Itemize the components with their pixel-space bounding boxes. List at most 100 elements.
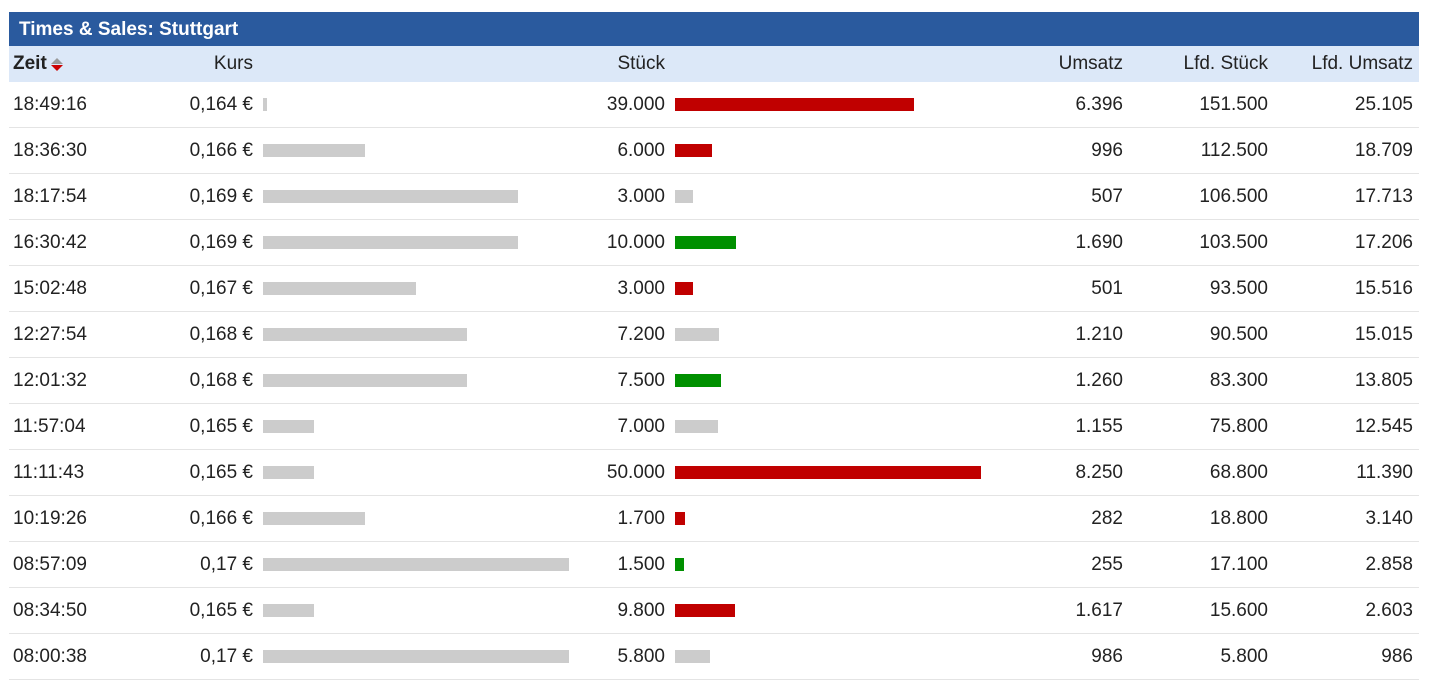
kurs-bar — [263, 98, 267, 111]
kurs-bar — [263, 420, 314, 433]
cell-umsatz: 501 — [1091, 277, 1123, 299]
cell-lfd-umsatz: 3.140 — [1365, 507, 1413, 529]
column-header-kurs[interactable]: Kurs — [213, 53, 253, 74]
cell-kurs: 0,17 € — [200, 553, 253, 575]
cell-umsatz: 996 — [1091, 139, 1123, 161]
stueck-bar — [675, 558, 684, 571]
cell-stueck: 7.500 — [617, 369, 665, 391]
table-row: 08:00:38 0,17 € 5.800 986 5.800 986 — [9, 634, 1419, 680]
kurs-bar — [263, 558, 569, 571]
cell-lfd-umsatz: 17.713 — [1354, 185, 1413, 207]
stueck-bar — [675, 190, 693, 203]
stueck-bar — [675, 420, 718, 433]
table-row: 18:17:54 0,169 € 3.000 507 106.500 17.713 — [9, 174, 1419, 220]
cell-stueck: 9.800 — [617, 599, 665, 621]
cell-lfd-umsatz: 2.603 — [1365, 599, 1413, 621]
cell-umsatz: 282 — [1091, 507, 1123, 529]
cell-stueck: 3.000 — [617, 185, 665, 207]
cell-stueck-bar — [665, 650, 1039, 663]
cell-stueck-bar — [665, 144, 1039, 157]
cell-zeit: 08:34:50 — [13, 599, 87, 621]
cell-kurs-bar — [253, 328, 575, 341]
table-row: 08:34:50 0,165 € 9.800 1.617 15.600 2.603 — [9, 588, 1419, 634]
cell-lfd-umsatz: 17.206 — [1354, 231, 1413, 253]
times-and-sales-widget: Times & Sales: Stuttgart Zeit Kurs Stück… — [9, 12, 1419, 680]
cell-kurs-bar — [253, 282, 575, 295]
cell-stueck: 7.200 — [617, 323, 665, 345]
cell-kurs-bar — [253, 374, 575, 387]
cell-zeit: 08:00:38 — [13, 645, 87, 667]
cell-umsatz: 255 — [1091, 553, 1123, 575]
column-header-stueck[interactable]: Stück — [617, 53, 665, 74]
sort-descending-icon[interactable] — [50, 57, 63, 71]
cell-lfd-umsatz: 12.545 — [1354, 415, 1413, 437]
cell-stueck-bar — [665, 512, 1039, 525]
cell-zeit: 15:02:48 — [13, 277, 87, 299]
table-row: 11:11:43 0,165 € 50.000 8.250 68.800 11.390 — [9, 450, 1419, 496]
cell-lfd-umsatz: 18.709 — [1354, 139, 1413, 161]
cell-stueck-bar — [665, 98, 1039, 111]
stueck-bar — [675, 282, 693, 295]
cell-zeit: 11:57:04 — [13, 415, 86, 437]
cell-umsatz: 986 — [1091, 645, 1123, 667]
cell-kurs-bar — [253, 420, 575, 433]
kurs-bar — [263, 236, 518, 249]
column-header-lfd-umsatz[interactable]: Lfd. Umsatz — [1311, 53, 1413, 74]
cell-kurs-bar — [253, 558, 575, 571]
cell-stueck-bar — [665, 282, 1039, 295]
cell-kurs: 0,165 € — [189, 415, 253, 437]
kurs-bar — [263, 604, 314, 617]
table-body: 18:49:16 0,164 €39.000 6.396 151.500 25.105 1… — [9, 82, 1419, 680]
cell-kurs-bar — [253, 190, 575, 203]
cell-stueck: 10.000 — [606, 231, 665, 253]
cell-kurs: 0,169 € — [189, 185, 253, 207]
cell-umsatz: 1.617 — [1075, 599, 1123, 621]
stueck-bar — [675, 328, 719, 341]
cell-stueck: 39.000 — [606, 93, 665, 115]
stueck-bar — [675, 604, 735, 617]
cell-zeit: 12:01:32 — [13, 369, 87, 391]
cell-stueck: 1.500 — [617, 553, 665, 575]
kurs-bar — [263, 190, 518, 203]
cell-kurs-bar — [253, 98, 575, 111]
cell-zeit: 18:36:30 — [13, 139, 87, 161]
stueck-bar — [675, 650, 710, 663]
cell-lfd-umsatz: 15.015 — [1354, 323, 1413, 345]
cell-stueck-bar — [665, 190, 1039, 203]
cell-lfd-stueck: 90.500 — [1209, 323, 1268, 345]
column-header-zeit[interactable]: Zeit — [9, 53, 131, 75]
cell-kurs: 0,168 € — [189, 323, 253, 345]
cell-kurs: 0,168 € — [189, 369, 253, 391]
column-header-lfd-stueck[interactable]: Lfd. Stück — [1183, 53, 1269, 74]
table-header: Zeit Kurs Stück Umsatz Lfd. Stück Lfd. U… — [9, 46, 1419, 82]
stueck-bar — [675, 144, 712, 157]
cell-stueck-bar — [665, 420, 1039, 433]
cell-lfd-stueck: 112.500 — [1200, 139, 1268, 161]
cell-kurs: 0,167 € — [189, 277, 253, 299]
table-row: 18:36:30 0,166 € 6.000 996 112.500 18.709 — [9, 128, 1419, 174]
cell-lfd-stueck: 103.500 — [1199, 231, 1268, 253]
cell-kurs: 0,166 € — [189, 139, 253, 161]
table-row: 18:49:16 0,164 € 39.000 6.396 151.500 25.105 — [9, 82, 1419, 128]
kurs-bar — [263, 512, 365, 525]
cell-lfd-umsatz: 15.516 — [1354, 277, 1413, 299]
cell-kurs-bar — [253, 144, 575, 157]
cell-zeit: 11:11:43 — [13, 461, 85, 483]
cell-zeit: 18:49:16 — [13, 93, 87, 115]
column-header-umsatz[interactable]: Umsatz — [1058, 53, 1123, 74]
cell-lfd-stueck: 15.600 — [1209, 599, 1268, 621]
cell-kurs-bar — [253, 466, 575, 479]
cell-kurs-bar — [253, 650, 575, 663]
table-row: 10:19:26 0,166 € 1.700 282 18.800 3.140 — [9, 496, 1419, 542]
cell-zeit: 18:17:54 — [13, 185, 87, 207]
table-row: 08:57:09 0,17 € 1.500 255 17.100 2.858 — [9, 542, 1419, 588]
cell-lfd-umsatz: 11.390 — [1356, 461, 1413, 483]
cell-stueck-bar — [665, 236, 1039, 249]
cell-kurs: 0,164 € — [189, 93, 253, 115]
cell-zeit: 10:19:26 — [13, 507, 87, 529]
table-row: 16:30:42 0,169 € 10.000 1.690 103.500 17.206 — [9, 220, 1419, 266]
cell-lfd-stueck: 5.800 — [1220, 645, 1268, 667]
cell-stueck-bar — [665, 604, 1039, 617]
cell-kurs: 0,165 € — [189, 461, 253, 483]
cell-lfd-stueck: 151.500 — [1199, 93, 1268, 115]
